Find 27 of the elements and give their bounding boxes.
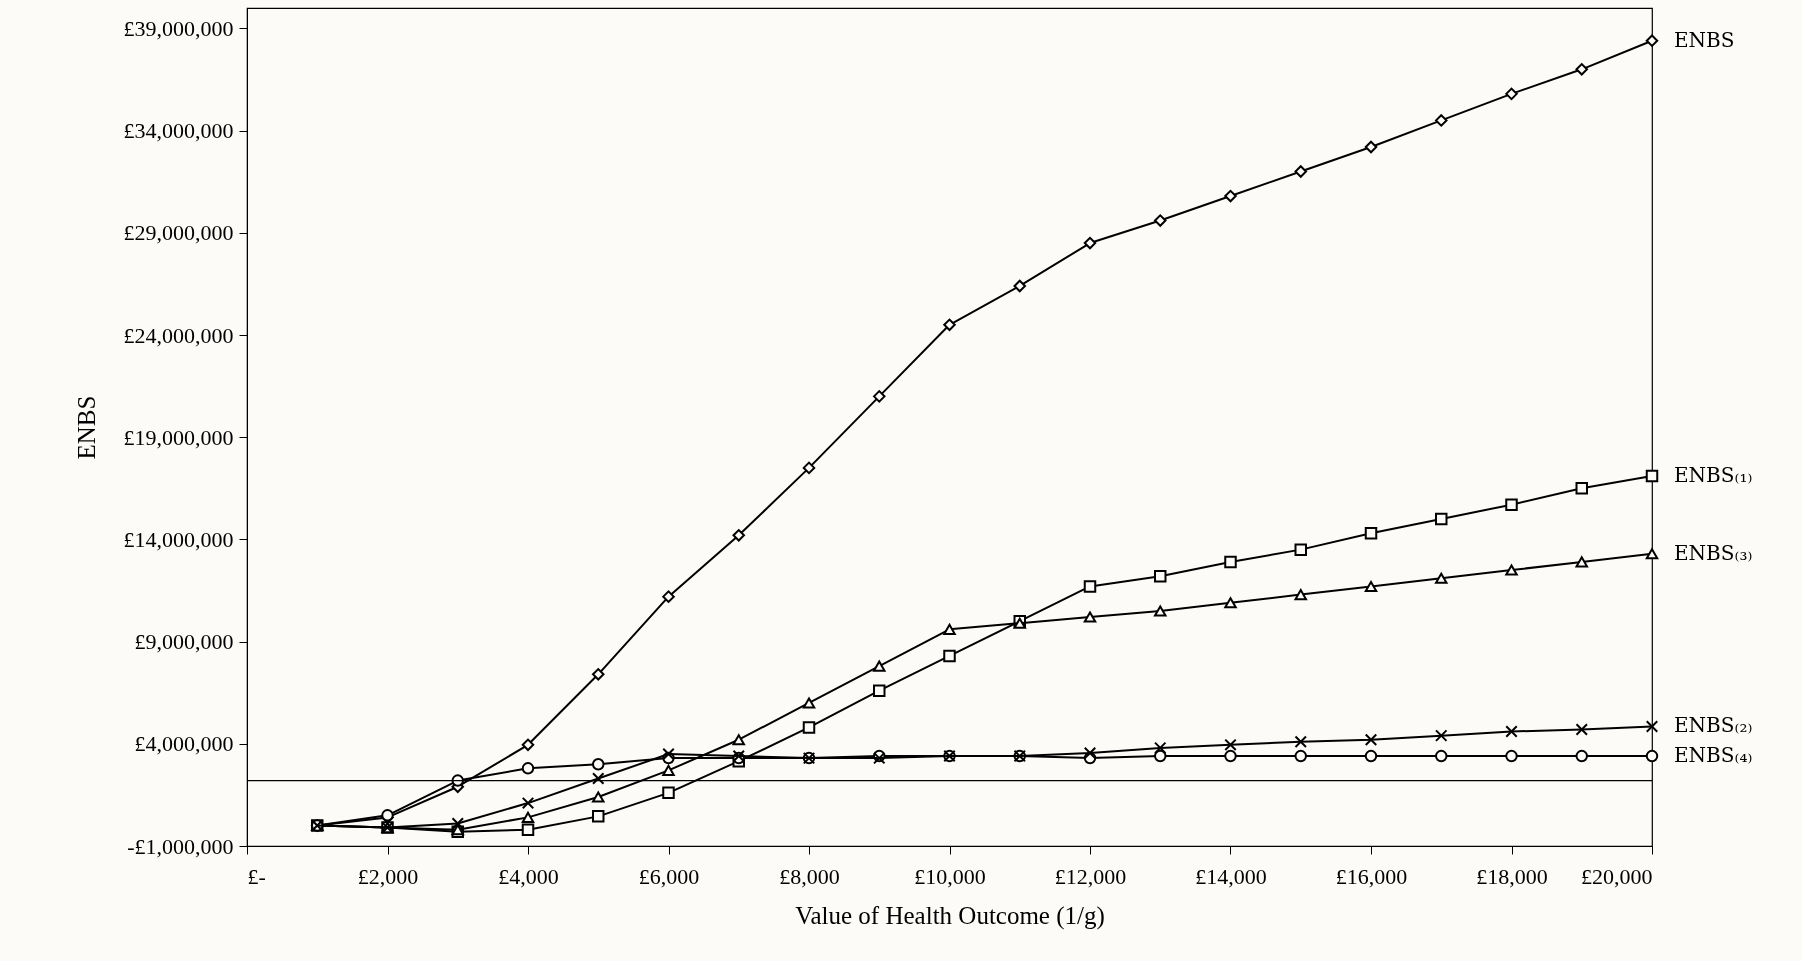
- y-tick-label: -£1,000,000: [127, 833, 234, 859]
- x-tick-label: £12,000: [1054, 863, 1127, 889]
- y-tick-label: £9,000,000: [134, 629, 234, 655]
- x-tick-label: £2,000: [357, 863, 419, 889]
- x-tick-label: £6,000: [638, 863, 700, 889]
- y-tick-label: £24,000,000: [123, 322, 234, 348]
- series-label: ENBS₍₂₎: [1674, 713, 1753, 738]
- y-tick-label: £19,000,000: [123, 424, 234, 450]
- x-tick-label: £-: [247, 863, 266, 889]
- x-tick-label: £10,000: [914, 863, 986, 889]
- x-tick-label: £16,000: [1335, 863, 1408, 889]
- series-label: ENBS₍₃₎: [1674, 540, 1753, 565]
- x-tick-label: £14,000: [1195, 863, 1267, 889]
- x-axis-title: Value of Health Outcome (1/g): [795, 901, 1105, 930]
- y-tick-label: £4,000,000: [134, 731, 234, 757]
- y-tick-label: £14,000,000: [123, 526, 234, 552]
- series-label: ENBS: [1674, 27, 1735, 52]
- x-tick-label: £4,000: [498, 863, 559, 889]
- y-tick-label: £29,000,000: [123, 220, 234, 246]
- y-tick-label: £34,000,000: [123, 118, 234, 144]
- y-axis-title: ENBS: [72, 395, 100, 460]
- x-tick-label: £18,000: [1476, 863, 1548, 889]
- x-tick-label: £8,000: [779, 863, 840, 889]
- series-label: ENBS₍₄₎: [1674, 743, 1753, 768]
- y-tick-label: £39,000,000: [123, 15, 234, 41]
- x-tick-label: £20,000: [1581, 863, 1653, 889]
- series-label: ENBS₍₁₎: [1674, 463, 1753, 488]
